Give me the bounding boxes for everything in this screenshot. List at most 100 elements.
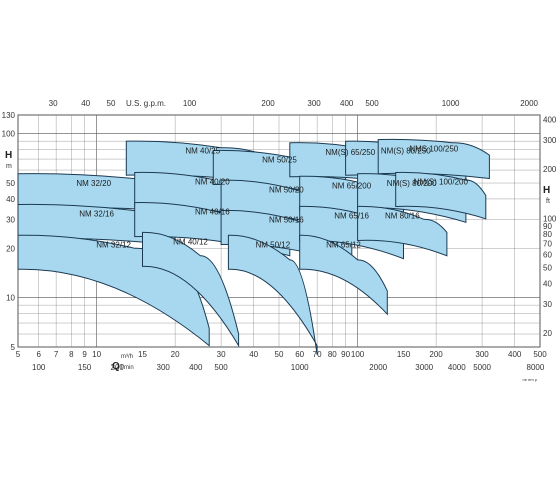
right-axis-unit: ft bbox=[546, 198, 550, 205]
top-tick-label: 1000 bbox=[442, 99, 460, 108]
curve-label: NM 50/12 bbox=[255, 240, 290, 249]
curve-label: NM 65/200 bbox=[332, 181, 372, 190]
pump-region bbox=[142, 231, 240, 348]
pump-region bbox=[299, 234, 388, 316]
x-lmin-tick-label: 500 bbox=[214, 363, 228, 372]
footnote: ne em p bbox=[523, 377, 538, 382]
curve-label: NM 40/20 bbox=[195, 178, 230, 187]
curve-label: NM 65/12 bbox=[326, 240, 361, 249]
y-tick-label: 100 bbox=[2, 130, 16, 139]
left-axis-unit: m bbox=[6, 163, 12, 170]
x-tick-label: 6 bbox=[36, 350, 41, 359]
curve-label: NM 32/20 bbox=[76, 179, 111, 188]
x-tick-label: 5 bbox=[16, 350, 21, 359]
y-right-tick-label: 40 bbox=[543, 280, 552, 289]
pump-region bbox=[227, 234, 318, 355]
y-tick-label: 5 bbox=[11, 343, 16, 352]
y-right-tick-label: 300 bbox=[543, 136, 557, 145]
top-tick-label: 300 bbox=[307, 99, 321, 108]
y-tick-label: 30 bbox=[6, 215, 15, 224]
x-lmin-tick-label: 200 bbox=[111, 363, 125, 372]
x-axis-unit-primary: m³/h bbox=[121, 354, 133, 360]
y-right-tick-label: 400 bbox=[543, 116, 557, 125]
curve-label: NM 40/12 bbox=[173, 238, 208, 247]
y-tick-label: 40 bbox=[6, 195, 15, 204]
x-axis-letter: Q bbox=[112, 361, 120, 372]
x-tick-label: 60 bbox=[295, 350, 304, 359]
top-axis-label: U.S. g.p.m. bbox=[126, 99, 166, 108]
top-tick-label: 400 bbox=[340, 99, 354, 108]
x-lmin-tick-label: 4000 bbox=[448, 363, 466, 372]
x-lmin-tick-label: 1000 bbox=[291, 363, 309, 372]
y-right-tick-label: 70 bbox=[543, 240, 552, 249]
curve-label: NM 65/16 bbox=[334, 212, 369, 221]
curve-label: NM 50/16 bbox=[269, 216, 304, 225]
x-tick-label: 90 bbox=[341, 350, 350, 359]
curve-label: NM 40/25 bbox=[185, 146, 220, 155]
x-tick-label: 8 bbox=[69, 350, 74, 359]
x-tick-label: 9 bbox=[82, 350, 87, 359]
x-lmin-tick-label: 150 bbox=[78, 363, 92, 372]
x-tick-label: 300 bbox=[475, 350, 489, 359]
x-axis-unit-secondary: l/min bbox=[121, 365, 134, 371]
top-tick-label: 200 bbox=[261, 99, 275, 108]
axis-ticks: 5 6 7 8 9 10 15 20 30 40 50 60 70 80 90 100 150 200 300 400… bbox=[2, 99, 557, 372]
top-tick-label: 2000 bbox=[520, 99, 538, 108]
x-tick-label: 70 bbox=[313, 350, 322, 359]
y-right-tick-label: 90 bbox=[543, 222, 552, 231]
curve-label: NMS 100/250 bbox=[409, 145, 458, 154]
curve-label: NM 32/16 bbox=[79, 210, 114, 219]
curve-label: NM 50/20 bbox=[269, 185, 304, 194]
pump-region bbox=[395, 171, 487, 220]
x-tick-label: 50 bbox=[275, 350, 284, 359]
x-tick-label: 30 bbox=[217, 350, 226, 359]
x-lmin-tick-label: 3000 bbox=[415, 363, 433, 372]
curve-label: NM 40/16 bbox=[195, 208, 230, 217]
y-right-tick-label: 30 bbox=[543, 300, 552, 309]
y-right-tick-label: 60 bbox=[543, 251, 552, 260]
x-lmin-tick-label: 300 bbox=[157, 363, 171, 372]
y-right-tick-label: 100 bbox=[543, 214, 557, 223]
curve-label: NM(S) 80/200 bbox=[387, 179, 437, 188]
right-axis-letter: H bbox=[543, 185, 550, 196]
y-right-tick-label: 50 bbox=[543, 264, 552, 273]
top-tick-label: 500 bbox=[365, 99, 379, 108]
x-lmin-tick-label: 100 bbox=[32, 363, 46, 372]
curve-label: NM 50/25 bbox=[262, 156, 297, 165]
y-right-tick-label: 200 bbox=[543, 165, 557, 174]
x-tick-label: 20 bbox=[171, 350, 180, 359]
x-tick-label: 15 bbox=[138, 350, 147, 359]
x-tick-label: 40 bbox=[249, 350, 258, 359]
x-tick-label: 150 bbox=[397, 350, 411, 359]
x-tick-label: 500 bbox=[533, 350, 547, 359]
x-tick-label: 7 bbox=[54, 350, 59, 359]
x-tick-label: 200 bbox=[429, 350, 443, 359]
y-right-tick-label: 80 bbox=[543, 230, 552, 239]
curve-label: NM(S) 80/250 bbox=[381, 146, 431, 155]
y-tick-label: 20 bbox=[6, 244, 15, 253]
x-tick-label: 400 bbox=[508, 350, 522, 359]
y-tick-label: 50 bbox=[6, 179, 15, 188]
pump-region bbox=[357, 205, 448, 257]
x-lmin-tick-label: 2000 bbox=[369, 363, 387, 372]
curve-label: NM(S) 65/250 bbox=[325, 148, 375, 157]
x-lmin-tick-label: 5000 bbox=[473, 363, 491, 372]
x-tick-label: 80 bbox=[328, 350, 337, 359]
x-lmin-tick-label: 400 bbox=[189, 363, 203, 372]
top-tick-label: 50 bbox=[107, 99, 116, 108]
x-lmin-tick-label: 8000 bbox=[527, 363, 545, 372]
top-tick-label: 30 bbox=[49, 99, 58, 108]
y-tick-label: 130 bbox=[2, 111, 16, 120]
curve-labels: NM 32/20 NM 32/16 NM 32/12 NM 40/25 NM 40/20… bbox=[76, 145, 468, 250]
x-tick-label: 10 bbox=[92, 350, 101, 359]
curve-label: NM(S) 100/200 bbox=[414, 178, 469, 187]
top-tick-label: 100 bbox=[183, 99, 197, 108]
x-tick-label: 100 bbox=[351, 350, 365, 359]
pump-regions bbox=[17, 138, 490, 355]
left-axis-letter: H bbox=[5, 150, 12, 161]
y-tick-label: 10 bbox=[6, 294, 15, 303]
top-tick-label: 40 bbox=[81, 99, 90, 108]
curve-label: NM 32/12 bbox=[96, 240, 131, 249]
y-right-tick-label: 20 bbox=[543, 329, 552, 338]
